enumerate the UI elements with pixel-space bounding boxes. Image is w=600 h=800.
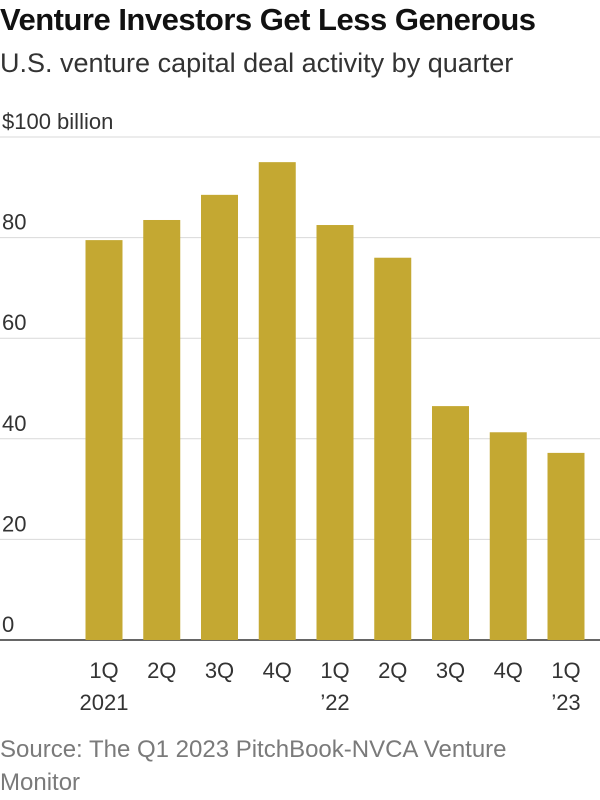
bars	[85, 162, 585, 641]
bar-1	[85, 240, 123, 641]
bar-2	[143, 219, 181, 640]
x-axis-ticks: 1Q 2021 2Q 3Q 4Q 1Q ’22 2Q 3Q 4Q 1Q ’23	[80, 658, 581, 715]
x-tick-label: 4Q	[263, 658, 292, 683]
bar-4	[258, 162, 296, 640]
x-tick-label: 1Q	[89, 658, 118, 683]
bar-7	[432, 406, 469, 640]
bar-5	[316, 225, 354, 640]
x-tick-year-label: 2021	[80, 690, 129, 715]
y-tick-label: 0	[2, 612, 14, 637]
x-tick-year-label: ’23	[551, 690, 580, 715]
x-tick-label: 1Q	[551, 658, 580, 683]
y-tick-label: 20	[2, 511, 26, 536]
y-tick-label: 40	[2, 411, 26, 436]
y-tick-label: 60	[2, 310, 26, 335]
x-tick-year-label: ’22	[320, 690, 349, 715]
bar-6	[374, 257, 412, 640]
x-tick-label: 3Q	[436, 658, 465, 683]
y-tick-label: $100 billion	[2, 109, 113, 134]
x-tick-label: 1Q	[320, 658, 349, 683]
chart-subtitle: U.S. venture capital deal activity by qu…	[0, 48, 514, 78]
y-axis-ticks: 0 20 40 60 80 $100 billion	[2, 109, 113, 637]
x-tick-label: 3Q	[205, 658, 234, 683]
bar-3	[201, 194, 238, 640]
y-tick-label: 80	[2, 210, 26, 235]
x-tick-label: 2Q	[147, 658, 176, 683]
chart-title: Venture Investors Get Less Generous	[0, 2, 536, 37]
bar-8	[489, 432, 527, 640]
source-note: Source: The Q1 2023 PitchBook-NVCA Ventu…	[0, 736, 507, 796]
bar-9	[547, 452, 585, 640]
x-tick-label: 4Q	[494, 658, 523, 683]
x-tick-label: 2Q	[378, 658, 407, 683]
bar-chart: 0 20 40 60 80 $100 billion 1Q 2021 2Q 3Q 4Q 1Q ’22 2…	[0, 109, 600, 715]
